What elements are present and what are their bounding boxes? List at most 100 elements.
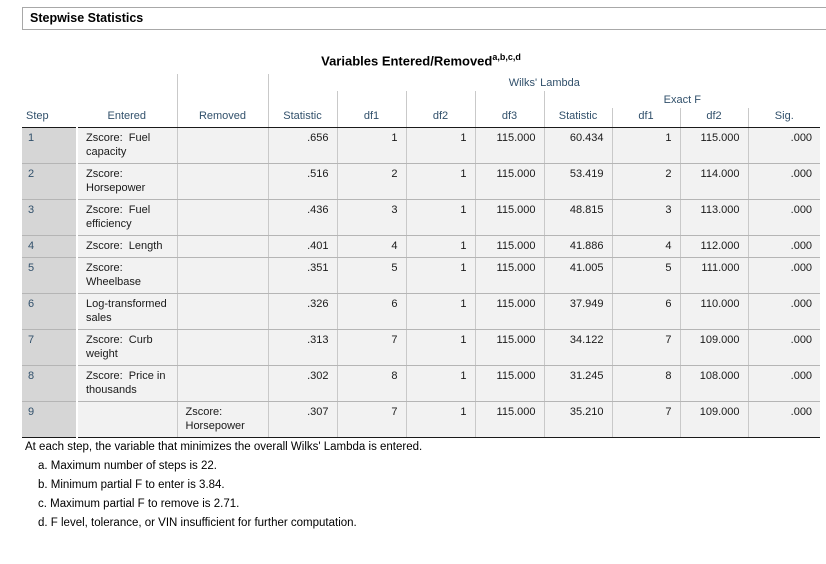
exactf-statistic-cell: 41.005 — [543, 257, 612, 295]
table-body: 1 Zscore: Fuel capacity .656 1 1 115.000… — [22, 127, 821, 439]
step-cell: 2 — [22, 163, 78, 201]
table-title-text: Variables Entered/Removed — [321, 53, 493, 69]
exactf-df2-cell: 113.000 — [679, 199, 748, 237]
removed-cell — [176, 365, 268, 403]
wilks-df2-cell: 1 — [405, 257, 475, 295]
wilks-df3-cell: 115.000 — [474, 329, 544, 367]
wilks-statistic-cell: .313 — [267, 329, 337, 367]
wilks-df1-cell: 6 — [336, 293, 406, 331]
exactf-df1-cell: 8 — [611, 365, 680, 403]
exactf-df1-cell: 2 — [611, 163, 680, 201]
wilks-statistic-cell: .436 — [267, 199, 337, 237]
entered-cell: Zscore: Horsepower — [77, 163, 177, 201]
wilks-df2-cell: 1 — [405, 127, 475, 165]
column-header-exactf-df2: df2 — [679, 108, 748, 129]
wilks-df3-cell: 115.000 — [474, 257, 544, 295]
wilks-df1-cell: 2 — [336, 163, 406, 201]
column-header-sig: Sig. — [747, 108, 821, 129]
wilks-df2-cell: 1 — [405, 365, 475, 403]
table-row: 3 Zscore: Fuel efficiency .436 3 1 115.0… — [22, 199, 821, 237]
table-title: Variables Entered/Removeda,b,c,d — [22, 52, 820, 68]
exactf-statistic-cell: 34.122 — [543, 329, 612, 367]
table-row: 6 Log-transformed sales .326 6 1 115.000… — [22, 293, 821, 331]
wilks-df3-cell: 115.000 — [474, 163, 544, 201]
exactf-df1-cell: 6 — [611, 293, 680, 331]
entered-cell: Zscore: Price in thousands — [77, 365, 177, 403]
wilks-df1-cell: 7 — [336, 401, 406, 439]
wilks-df2-cell: 1 — [405, 235, 475, 259]
step-cell: 5 — [22, 257, 78, 295]
entered-cell — [77, 401, 177, 439]
wilks-df1-cell: 7 — [336, 329, 406, 367]
removed-cell — [176, 199, 268, 237]
column-header-step: Step — [22, 74, 77, 129]
wilks-statistic-cell: .326 — [267, 293, 337, 331]
column-header-wilks-df3: df3 — [474, 108, 544, 129]
column-header-wilks-statistic: Statistic — [268, 108, 337, 129]
removed-cell — [176, 329, 268, 367]
footnote-d: d. F level, tolerance, or VIN insufficie… — [38, 517, 357, 530]
exactf-df1-cell: 3 — [611, 199, 680, 237]
table-row: 5 Zscore: Wheelbase .351 5 1 115.000 41.… — [22, 257, 821, 295]
exactf-df2-cell: 109.000 — [679, 329, 748, 367]
column-header-removed: Removed — [176, 74, 269, 129]
wilks-df1-cell: 4 — [336, 235, 406, 259]
footnote-b: b. Minimum partial F to enter is 3.84. — [38, 479, 225, 492]
exactf-statistic-cell: 37.949 — [543, 293, 612, 331]
sig-cell: .000 — [747, 365, 821, 403]
header-spacer — [268, 91, 337, 109]
exactf-statistic-cell: 35.210 — [543, 401, 612, 439]
exactf-statistic-cell: 48.815 — [543, 199, 612, 237]
footnote-a: a. Maximum number of steps is 22. — [38, 460, 217, 473]
sig-cell: .000 — [747, 163, 821, 201]
wilks-statistic-cell: .401 — [267, 235, 337, 259]
variables-entered-removed-table: Step Entered Removed Wilks' Lambda Exact… — [22, 74, 821, 439]
wilks-df1-cell: 8 — [336, 365, 406, 403]
entered-cell: Zscore: Length — [77, 235, 177, 259]
table-caption: At each step, the variable that minimize… — [25, 441, 423, 454]
wilks-statistic-cell: .351 — [267, 257, 337, 295]
exactf-statistic-cell: 41.886 — [543, 235, 612, 259]
column-header-exactf-df1: df1 — [611, 108, 680, 129]
wilks-statistic-cell: .656 — [267, 127, 337, 165]
sig-cell: .000 — [747, 329, 821, 367]
exactf-df2-cell: 115.000 — [679, 127, 748, 165]
wilks-df2-cell: 1 — [405, 293, 475, 331]
entered-cell: Zscore: Fuel efficiency — [77, 199, 177, 237]
exactf-statistic-cell: 53.419 — [543, 163, 612, 201]
table-row: 7 Zscore: Curb weight .313 7 1 115.000 3… — [22, 329, 821, 367]
step-cell: 7 — [22, 329, 78, 367]
sig-cell: .000 — [747, 257, 821, 295]
removed-cell — [176, 293, 268, 331]
exactf-df1-cell: 7 — [611, 401, 680, 439]
step-cell: 9 — [22, 401, 78, 439]
exactf-df1-cell: 1 — [611, 127, 680, 165]
header-spacer — [336, 91, 406, 109]
wilks-statistic-cell: .302 — [267, 365, 337, 403]
sig-cell: .000 — [747, 293, 821, 331]
header-spacer — [474, 91, 544, 109]
removed-cell — [176, 127, 268, 165]
column-header-exactf-statistic: Statistic — [543, 108, 612, 129]
spanner-wilks-lambda: Wilks' Lambda — [267, 74, 821, 92]
sig-cell: .000 — [747, 401, 821, 439]
exactf-statistic-cell: 31.245 — [543, 365, 612, 403]
table-title-footnote-marks: a,b,c,d — [492, 52, 521, 62]
wilks-df3-cell: 115.000 — [474, 401, 544, 439]
output-table-panel: Variables Entered/Removeda,b,c,d Step En… — [22, 52, 821, 536]
section-title: Stepwise Statistics — [30, 11, 144, 25]
wilks-df1-cell: 3 — [336, 199, 406, 237]
wilks-statistic-cell: .307 — [267, 401, 337, 439]
wilks-df2-cell: 1 — [405, 329, 475, 367]
sig-cell: .000 — [747, 235, 821, 259]
column-header-wilks-df1: df1 — [336, 108, 406, 129]
entered-cell: Zscore: Curb weight — [77, 329, 177, 367]
wilks-df2-cell: 1 — [405, 401, 475, 439]
wilks-df3-cell: 115.000 — [474, 365, 544, 403]
step-cell: 4 — [22, 235, 78, 259]
exactf-df2-cell: 111.000 — [679, 257, 748, 295]
column-header-entered: Entered — [77, 74, 177, 129]
footnote-list: a. Maximum number of steps is 22. b. Min… — [22, 460, 820, 529]
table-row: 2 Zscore: Horsepower .516 2 1 115.000 53… — [22, 163, 821, 201]
exactf-df1-cell: 4 — [611, 235, 680, 259]
